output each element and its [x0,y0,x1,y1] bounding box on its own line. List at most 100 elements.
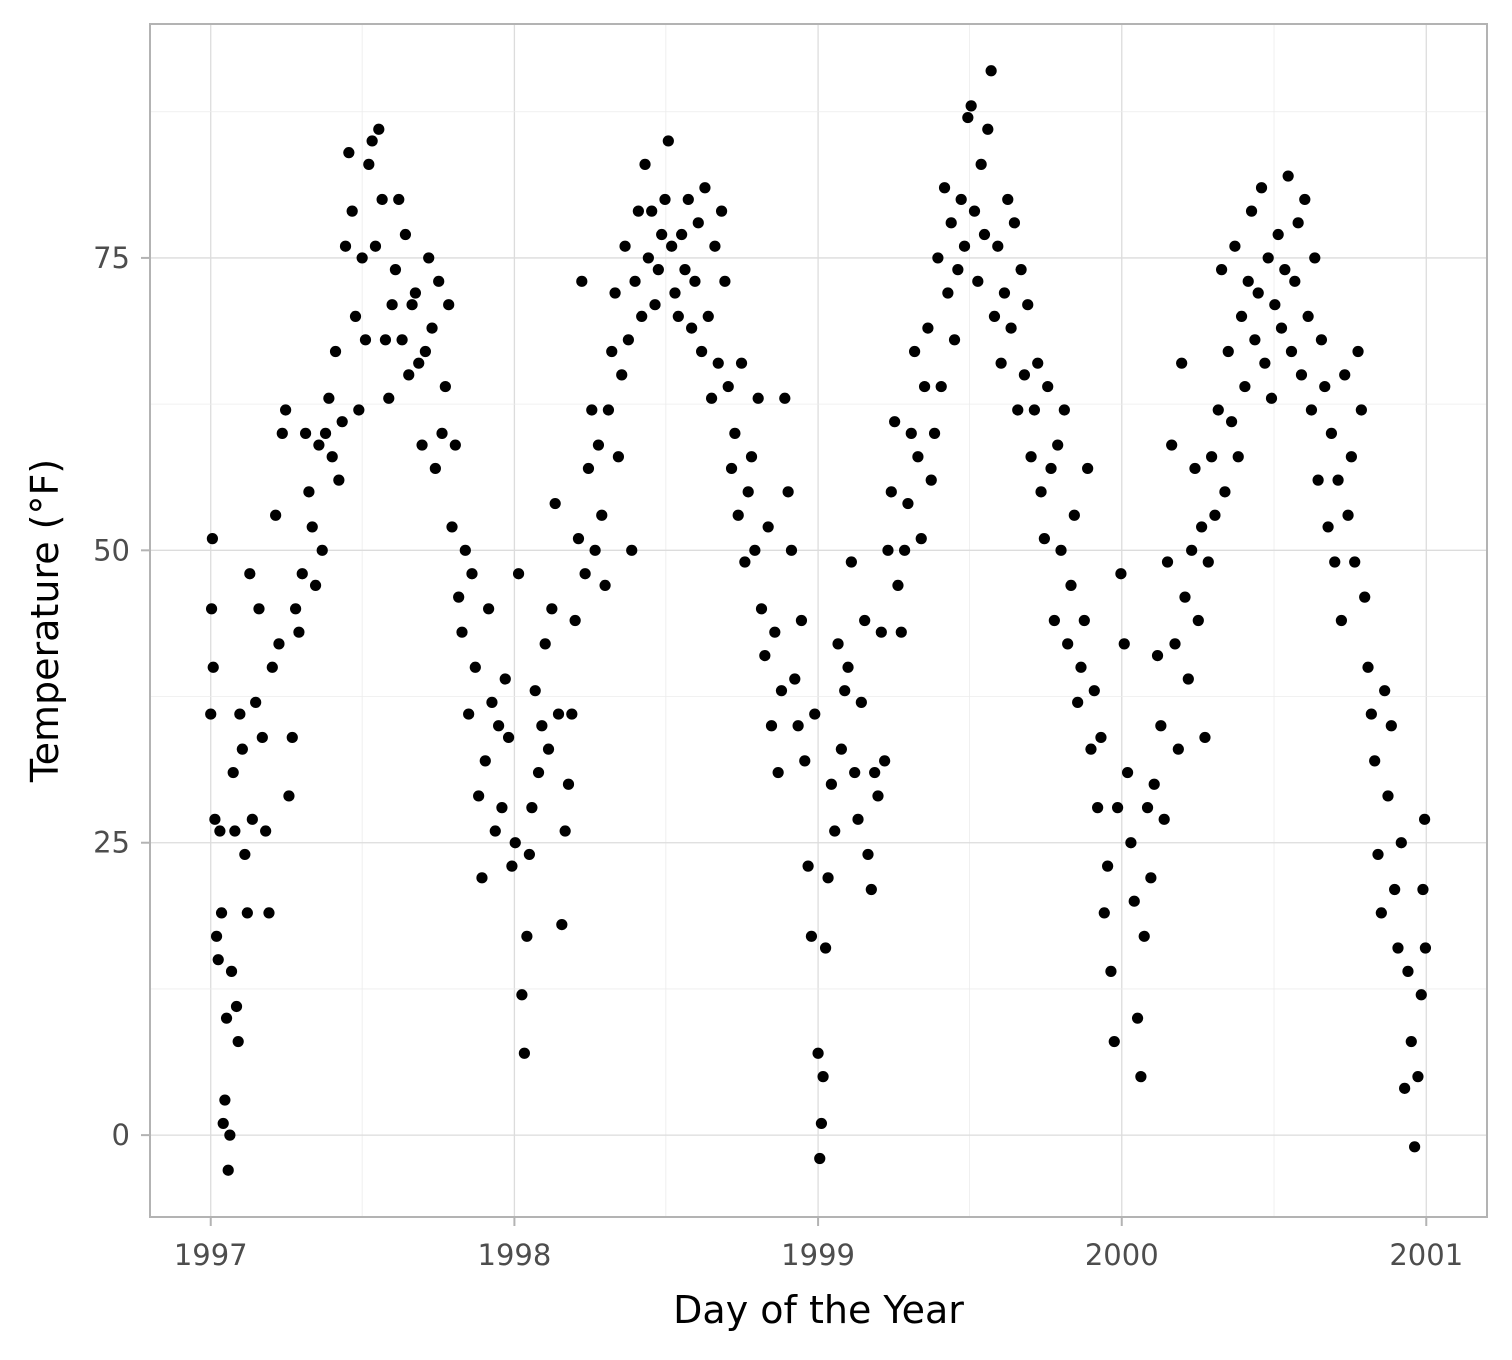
data-point [885,486,897,498]
data-point [659,193,671,206]
data-point [246,813,258,825]
data-point [1092,802,1104,814]
data-point [333,474,345,486]
data-point [988,310,1001,323]
data-point [369,240,382,252]
data-point [346,205,358,217]
data-point [952,264,964,276]
data-point [802,860,814,872]
data-point [1359,591,1371,603]
data-point [612,451,625,463]
data-point [782,486,794,498]
data-point [599,579,611,592]
data-point [493,720,505,732]
data-point [217,1117,229,1130]
data-point [1108,1035,1120,1048]
data-point [473,790,485,802]
data-point [499,673,511,685]
grid-lines [150,24,1487,1217]
data-point [1335,614,1348,627]
data-point [1065,579,1077,592]
data-point [705,392,718,404]
data-point [998,287,1011,299]
data-point [632,205,644,217]
data-point [1145,872,1157,884]
data-point [835,743,847,755]
data-point [662,135,674,147]
data-point [1118,638,1130,650]
x-tick-label: 2000 [1085,1238,1159,1272]
data-point [353,404,365,416]
data-point [209,813,221,825]
data-point [1022,299,1034,311]
data-point [942,287,954,299]
data-point [792,720,804,732]
data-point [220,1012,233,1024]
data-point [925,474,937,486]
data-point [1332,474,1344,486]
data-point [1379,685,1391,697]
data-point [1212,404,1224,416]
data-point [549,497,561,510]
data-point [286,731,298,744]
data-point [965,100,977,112]
data-point [795,614,808,627]
data-point [205,603,218,615]
data-point [1382,790,1394,802]
data-point [205,708,217,720]
data-point [962,111,974,124]
data-point [1245,205,1258,217]
data-point [263,907,275,919]
data-point [817,1071,829,1083]
data-point [239,848,251,861]
data-point [1232,451,1244,463]
data-point [1115,568,1127,580]
data-point [1082,462,1094,475]
data-point [1325,427,1338,439]
data-point [1312,474,1324,486]
data-point [1385,720,1397,732]
data-point [289,603,302,615]
data-point [626,544,638,556]
data-point [219,1094,231,1106]
data-point [379,334,392,346]
data-point [536,720,548,732]
data-point [576,275,588,287]
data-point [725,462,738,475]
data-point [799,755,811,767]
data-point [1206,451,1218,463]
data-point [559,825,571,837]
data-point [256,731,268,744]
data-point [506,860,518,872]
data-point [912,451,924,463]
data-point [1295,369,1308,381]
data-point [1419,942,1432,954]
data-point [592,439,605,451]
data-point [1035,486,1047,498]
data-point [383,392,395,404]
data-point [1131,1012,1144,1024]
data-point [616,369,628,381]
data-point [436,427,448,439]
data-point [1339,369,1351,381]
data-point [1172,743,1184,755]
data-point [1141,802,1154,814]
data-point [1405,1035,1417,1048]
data-point [955,193,967,206]
data-point [1102,860,1114,872]
data-point [1289,275,1301,287]
data-point [715,205,728,217]
data-point [566,708,578,720]
data-point [918,380,931,393]
data-point [859,614,871,627]
data-point [849,766,861,779]
data-point [882,544,894,556]
data-point [306,521,318,533]
data-point [739,556,751,568]
data-point [839,685,851,697]
data-point [227,766,239,779]
data-point [1148,778,1160,790]
data-point [1309,252,1321,264]
data-point [785,544,798,556]
data-point [1098,907,1110,919]
